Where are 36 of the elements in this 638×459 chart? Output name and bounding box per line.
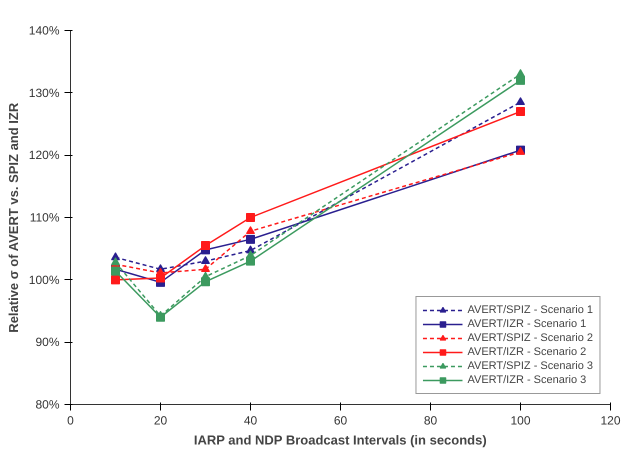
y-axis-title: Relative σ of AVERT vs. SPIZ and IZR — [6, 102, 21, 333]
point — [201, 277, 210, 286]
point — [516, 97, 525, 105]
point — [156, 312, 165, 322]
point — [111, 275, 120, 284]
x-axis-title: IARP and NDP Broadcast Intervals (in seconds) — [194, 432, 487, 448]
y-tick-label: 110% — [30, 210, 60, 224]
x-tick-label: 60 — [334, 414, 348, 428]
point — [201, 256, 210, 264]
point — [516, 76, 525, 85]
point — [516, 107, 525, 116]
legend-label: AVERT/SPIZ - Scenario 2 — [467, 331, 593, 345]
point — [246, 256, 255, 266]
point — [246, 226, 255, 234]
x-tick-label: 0 — [67, 414, 74, 428]
point — [201, 241, 210, 250]
legend-label: AVERT/IZR - Scenario 2 — [467, 345, 586, 359]
y-tick-label: 140% — [28, 24, 60, 38]
legend-label: AVERT/IZR - Scenario 3 — [467, 373, 586, 387]
y-tick-label: 120% — [28, 148, 60, 162]
point — [246, 213, 255, 222]
x-tick-label: 20 — [154, 414, 168, 428]
x-tick-label: 40 — [244, 414, 258, 428]
y-tick-label: 100% — [28, 272, 60, 287]
legend-label: AVERT/IZR - Scenario 1 — [467, 317, 586, 331]
x-tick-label: 120 — [600, 414, 621, 428]
legend-label: AVERT/SPIZ - Scenario 3 — [467, 359, 593, 373]
point — [156, 273, 165, 282]
legend-label: AVERT/SPIZ - Scenario 1 — [467, 303, 593, 317]
y-tick-label: 90% — [35, 335, 60, 350]
point — [201, 264, 210, 272]
x-tick-label: 100 — [510, 414, 531, 428]
x-tick-label: 80 — [424, 414, 438, 428]
y-tick-label: 80% — [35, 398, 60, 412]
point — [246, 234, 255, 244]
y-tick-label: 130% — [28, 86, 60, 100]
